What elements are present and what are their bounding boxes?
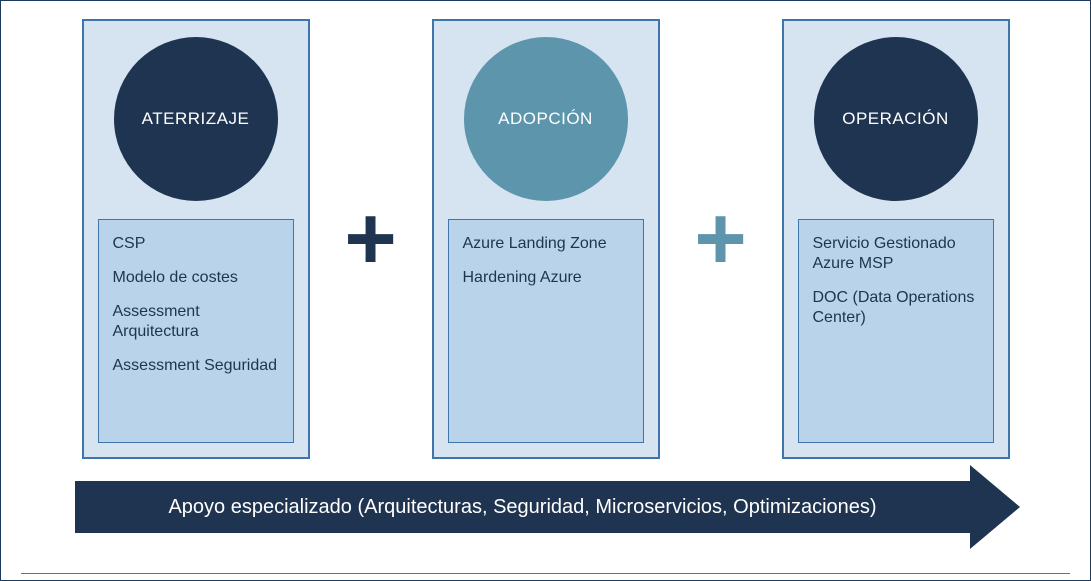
circle-aterrizaje: ATERRIZAJE bbox=[114, 37, 278, 201]
items-adopcion: Azure Landing Zone Hardening Azure bbox=[448, 219, 644, 443]
plus-icon: + bbox=[338, 194, 404, 284]
arrow-head-icon bbox=[970, 465, 1020, 549]
column-adopcion: ADOPCIÓN Azure Landing Zone Hardening Az… bbox=[432, 19, 660, 459]
item: DOC (Data Operations Center) bbox=[813, 288, 979, 328]
items-aterrizaje: CSP Modelo de costes Assessment Arquitec… bbox=[98, 219, 294, 443]
item: Modelo de costes bbox=[113, 268, 279, 288]
columns-row: ATERRIZAJE CSP Modelo de costes Assessme… bbox=[1, 19, 1090, 459]
column-operacion: OPERACIÓN Servicio Gestionado Azure MSP … bbox=[782, 19, 1010, 459]
item: Azure Landing Zone bbox=[463, 234, 629, 254]
arrow-label: Apoyo especializado (Arquitecturas, Segu… bbox=[168, 496, 876, 519]
column-aterrizaje: ATERRIZAJE CSP Modelo de costes Assessme… bbox=[82, 19, 310, 459]
item: Assessment Arquitectura bbox=[113, 302, 279, 342]
item: Servicio Gestionado Azure MSP bbox=[813, 234, 979, 274]
circle-adopcion: ADOPCIÓN bbox=[464, 37, 628, 201]
circle-operacion: OPERACIÓN bbox=[814, 37, 978, 201]
plus-icon: + bbox=[688, 194, 754, 284]
item: Assessment Seguridad bbox=[113, 356, 279, 376]
items-operacion: Servicio Gestionado Azure MSP DOC (Data … bbox=[798, 219, 994, 443]
bottom-divider bbox=[21, 573, 1070, 574]
item: Hardening Azure bbox=[463, 268, 629, 288]
support-arrow: Apoyo especializado (Arquitecturas, Segu… bbox=[75, 481, 1016, 533]
arrow-body: Apoyo especializado (Arquitecturas, Segu… bbox=[75, 481, 970, 533]
item: CSP bbox=[113, 234, 279, 254]
diagram-frame: ATERRIZAJE CSP Modelo de costes Assessme… bbox=[0, 0, 1091, 581]
